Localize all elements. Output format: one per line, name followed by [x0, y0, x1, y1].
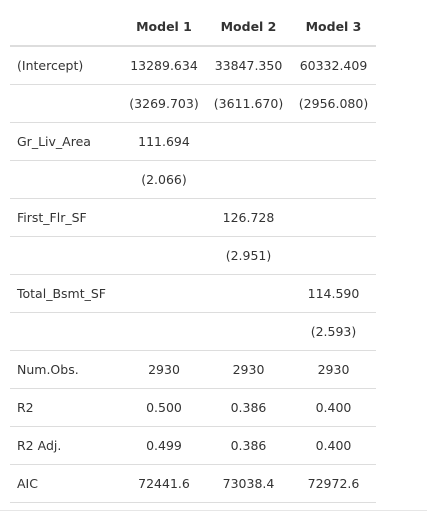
table-row: Num.Obs. 2930 2930 2930: [10, 350, 376, 389]
table-cell: 111.694: [122, 122, 206, 161]
table-cell: [122, 198, 206, 237]
table-cell: (2.951): [206, 236, 291, 275]
table-cell: [206, 122, 291, 161]
table-cell: (2.593): [291, 312, 376, 351]
regression-table-container: Model 1 Model 2 Model 3 (Intercept) 1328…: [10, 7, 376, 503]
table-row: Gr_Liv_Area 111.694: [10, 122, 376, 161]
table-row: R2 0.500 0.386 0.400: [10, 388, 376, 427]
table-cell: 60332.409: [291, 46, 376, 85]
table-cell: [206, 160, 291, 199]
table-cell: [291, 160, 376, 199]
row-label: R2 Adj.: [10, 426, 122, 465]
table-cell: 0.386: [206, 426, 291, 465]
table-row: (2.066): [10, 160, 376, 199]
table-cell: 33847.350: [206, 46, 291, 85]
row-label: [10, 312, 122, 351]
row-label: Gr_Liv_Area: [10, 122, 122, 161]
row-label: AIC: [10, 464, 122, 503]
table-row: First_Flr_SF 126.728: [10, 198, 376, 237]
table-cell: [122, 312, 206, 351]
table-cell: (3611.670): [206, 84, 291, 123]
table-cell: 0.386: [206, 388, 291, 427]
row-label: First_Flr_SF: [10, 198, 122, 237]
table-cell: [291, 122, 376, 161]
table-cell: [122, 236, 206, 275]
table-row: Total_Bsmt_SF 114.590: [10, 274, 376, 313]
table-cell: 73038.4: [206, 464, 291, 503]
table-cell: (2.066): [122, 160, 206, 199]
table-cell: 2930: [122, 350, 206, 389]
table-cell: [206, 274, 291, 313]
table-cell: 72972.6: [291, 464, 376, 503]
table-cell: 2930: [206, 350, 291, 389]
header-cell-model-2: Model 2: [206, 7, 291, 47]
table-cell: 0.400: [291, 426, 376, 465]
row-label: [10, 84, 122, 123]
header-cell-model-3: Model 3: [291, 7, 376, 47]
table-cell: [206, 312, 291, 351]
header-cell-model-1: Model 1: [122, 7, 206, 47]
table-cell: (3269.703): [122, 84, 206, 123]
table-cell: 0.499: [122, 426, 206, 465]
table-row: R2 Adj. 0.499 0.386 0.400: [10, 426, 376, 465]
table-row: (Intercept) 13289.634 33847.350 60332.40…: [10, 46, 376, 85]
table-cell: [291, 236, 376, 275]
table-cell: [291, 198, 376, 237]
table-row: (2.593): [10, 312, 376, 351]
table-row: (3269.703) (3611.670) (2956.080): [10, 84, 376, 123]
table-body: (Intercept) 13289.634 33847.350 60332.40…: [10, 46, 376, 503]
row-label: [10, 236, 122, 275]
table-cell: 114.590: [291, 274, 376, 313]
table-cell: 126.728: [206, 198, 291, 237]
row-label: Num.Obs.: [10, 350, 122, 389]
row-label: Total_Bsmt_SF: [10, 274, 122, 313]
row-label: [10, 160, 122, 199]
header-cell-term: [10, 7, 122, 47]
row-label: R2: [10, 388, 122, 427]
table-row: (2.951): [10, 236, 376, 275]
table-cell: 72441.6: [122, 464, 206, 503]
table-cell: 0.400: [291, 388, 376, 427]
table-cell: [122, 274, 206, 313]
row-label: (Intercept): [10, 46, 122, 85]
page-bottom-divider: [0, 510, 427, 511]
header-row: Model 1 Model 2 Model 3: [10, 7, 376, 47]
table-cell: 13289.634: [122, 46, 206, 85]
regression-table: Model 1 Model 2 Model 3 (Intercept) 1328…: [10, 7, 376, 503]
table-cell: 2930: [291, 350, 376, 389]
table-cell: 0.500: [122, 388, 206, 427]
table-cell: (2956.080): [291, 84, 376, 123]
table-row: AIC 72441.6 73038.4 72972.6: [10, 464, 376, 503]
